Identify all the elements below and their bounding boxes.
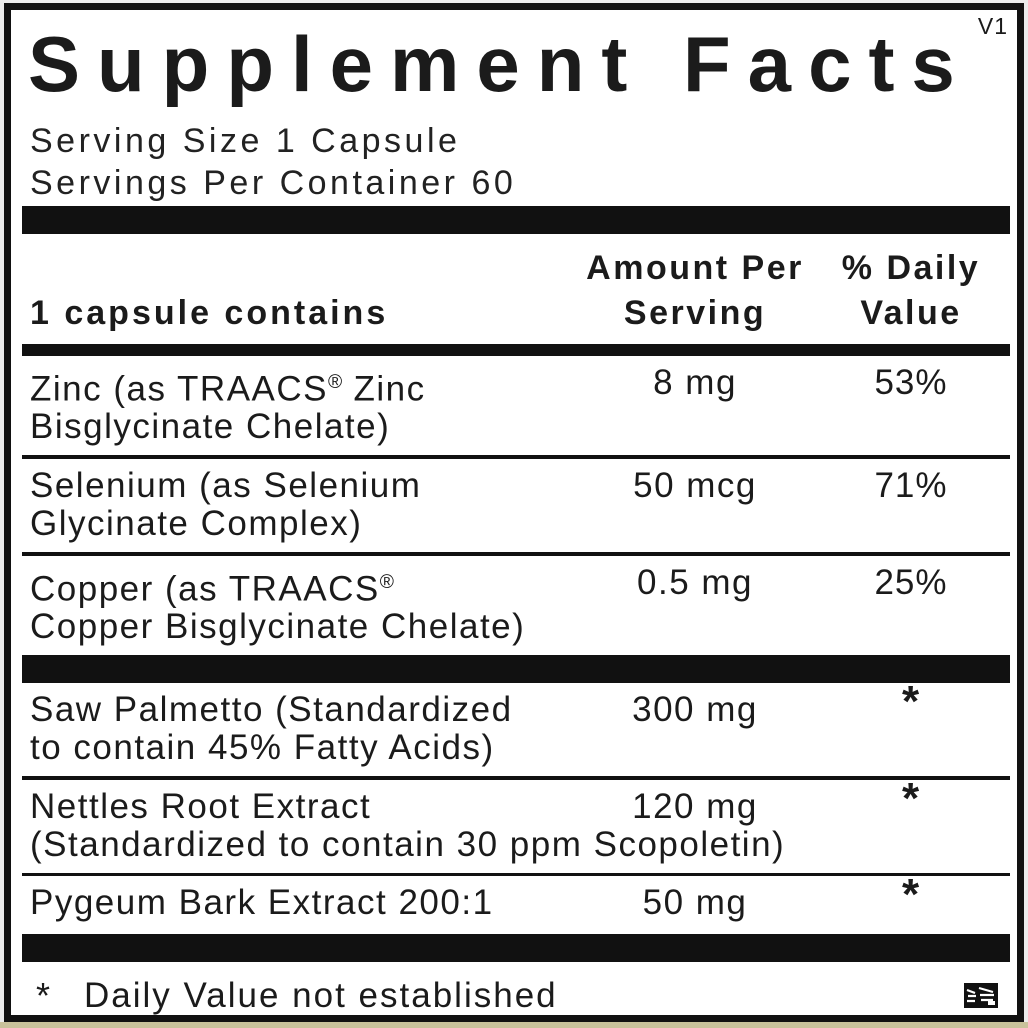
print-registration-mark-icon [964, 983, 998, 1009]
ingredient-name-line2: Copper Bisglycinate Chelate) [30, 607, 526, 647]
amount-per-serving: 8 mg [653, 362, 737, 402]
version-tag: V1 [977, 13, 1008, 39]
ingredient-name-line1: Nettles Root Extract [30, 786, 372, 826]
row-divider [22, 455, 1010, 459]
table-row: Selenium (as Selenium Glycinate Complex)… [30, 459, 1002, 552]
header-amount-line2: Serving [623, 293, 767, 332]
daily-value: 53% [874, 362, 948, 402]
ingredient-name-line1: Selenium (as Selenium [30, 465, 422, 505]
table-header: 1 capsule contains Amount Per Serving % … [30, 234, 1002, 344]
serving-info: Serving Size 1 Capsule Servings Per Cont… [30, 120, 1002, 204]
ingredient-name-line1: Zinc (as TRAACS® Zinc [30, 369, 426, 409]
header-dv-line2: Value [860, 293, 962, 332]
daily-value: 25% [874, 562, 948, 602]
ingredient-name: Zinc (as TRAACS® Zinc Bisglycinate Chela… [30, 364, 570, 447]
table-row: Saw Palmetto (Standardized to contain 45… [30, 676, 1002, 776]
daily-value-not-established: * [901, 773, 921, 823]
header-capsule-contains: 1 capsule contains [30, 293, 389, 332]
ingredient-name-line1: Pygeum Bark Extract 200:1 [30, 883, 494, 923]
ingredient-name-line2: Glycinate Complex) [30, 503, 363, 543]
ingredient-name: Pygeum Bark Extract 200:1 [30, 884, 570, 922]
ingredient-name-line2: to contain 45% Fatty Acids) [30, 727, 495, 767]
header-amount-per-serving: Amount Per Serving [570, 246, 820, 336]
row-divider [22, 872, 1010, 877]
section-divider-thick [22, 655, 1010, 683]
table-row: Zinc (as TRAACS® Zinc Bisglycinate Chela… [30, 356, 1002, 456]
footnote-text: Daily Value not established [84, 976, 558, 1016]
amount-per-serving: 50 mg [642, 883, 748, 923]
amount-per-serving: 120 mg [632, 786, 758, 826]
daily-value: 71% [874, 465, 948, 505]
serving-size: Serving Size 1 Capsule [30, 122, 461, 160]
section-divider-thick [22, 934, 1010, 963]
amount-per-serving: 0.5 mg [637, 562, 753, 602]
servings-per-container: Servings Per Container 60 [30, 164, 517, 202]
table-row: Pygeum Bark Extract 200:1 50 mg * [30, 870, 1002, 934]
panel-title: Supplement Facts [28, 20, 972, 108]
ingredient-name-line1: Saw Palmetto (Standardized [30, 689, 513, 729]
ingredient-name: Nettles Root Extract (Standardized to co… [30, 786, 786, 864]
row-divider [22, 775, 1010, 780]
header-divider [22, 343, 1010, 356]
ingredient-name: Selenium (as Selenium Glycinate Complex) [30, 465, 570, 543]
ingredient-name: Saw Palmetto (Standardized to contain 45… [30, 689, 570, 767]
section-divider-thick [22, 206, 1010, 234]
row-divider [22, 551, 1010, 556]
supplement-facts-panel: V1 Supplement Facts Serving Size 1 Capsu… [4, 3, 1024, 1022]
ingredient-name-line2: (Standardized to contain 30 ppm Scopolet… [30, 824, 786, 864]
header-dv-line1: % Daily [841, 248, 981, 287]
ingredient-name-line2: Bisglycinate Chelate) [30, 407, 391, 447]
table-row: Copper (as TRAACS® Copper Bisglycinate C… [30, 556, 1002, 656]
footnote: * Daily Value not established [30, 962, 1002, 1015]
page-bottom-strip [0, 1022, 1028, 1028]
ingredient-name: Copper (as TRAACS® Copper Bisglycinate C… [30, 564, 570, 647]
footnote-asterisk: * [36, 975, 53, 1017]
daily-value-not-established: * [901, 676, 921, 726]
table-row: Nettles Root Extract (Standardized to co… [30, 773, 1002, 873]
amount-per-serving: 50 mcg [633, 465, 757, 505]
header-amount-line1: Amount Per [586, 248, 804, 287]
amount-per-serving: 300 mg [632, 689, 758, 729]
ingredient-name-line1: Copper (as TRAACS® [30, 569, 394, 609]
header-percent-daily-value: % Daily Value [820, 246, 1002, 336]
daily-value-not-established: * [901, 870, 921, 920]
